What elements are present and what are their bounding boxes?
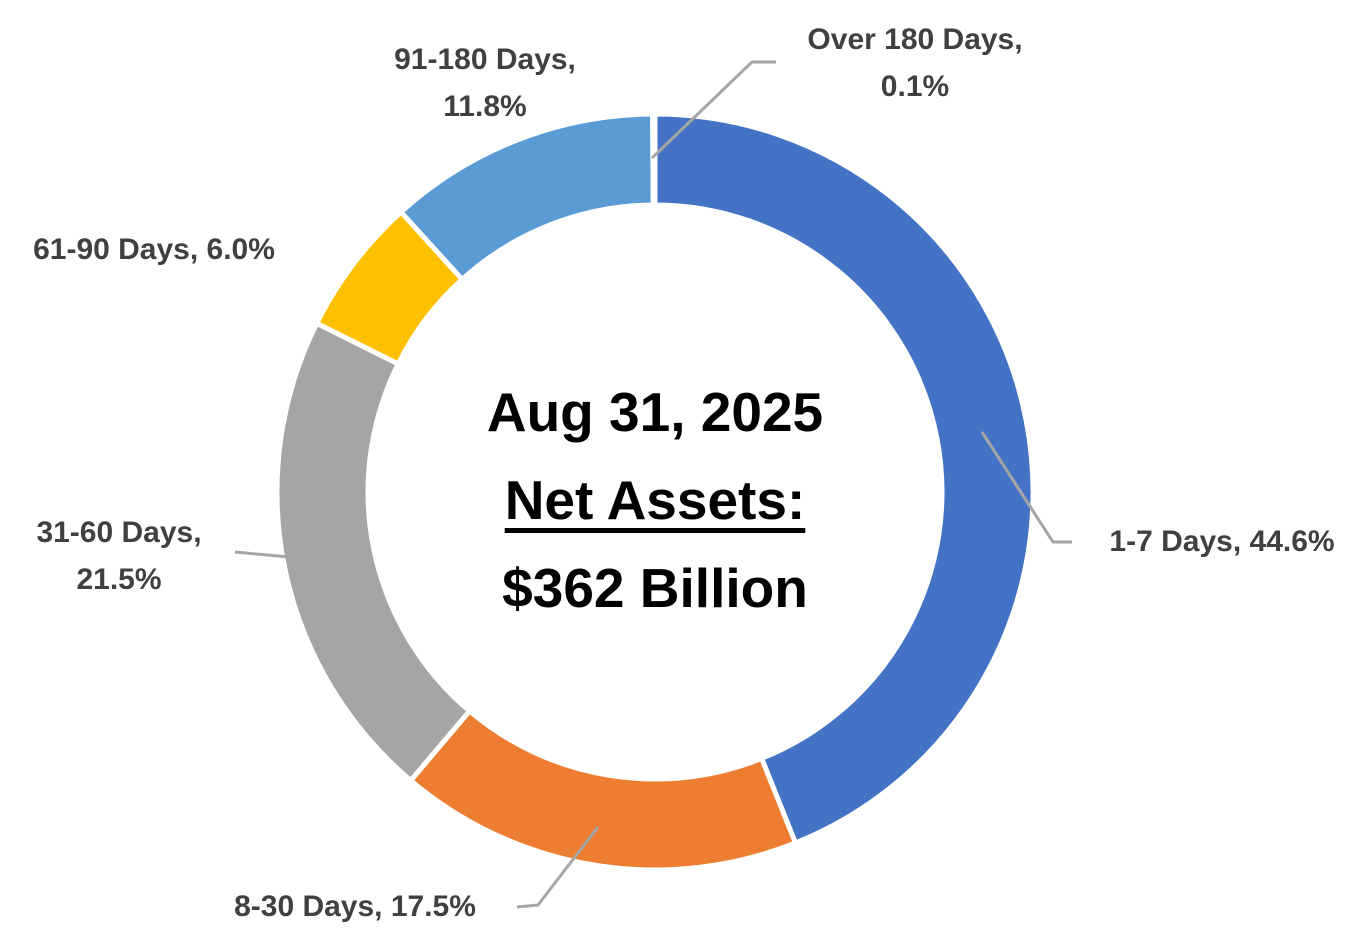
slice-label-91-180-days: 91-180 Days, 11.8%	[394, 43, 576, 123]
center-text: Aug 31, 2025 Net Assets: $362 Billion	[355, 368, 955, 632]
center-text-date: Aug 31, 2025	[486, 381, 824, 443]
leader-line-31-60-days	[234, 550, 321, 561]
slice-label-61-90-days: 61-90 Days, 6.0%	[33, 233, 275, 266]
leader-line-over-180-days	[650, 60, 776, 160]
center-text-net-assets: Net Assets:	[504, 469, 806, 531]
slice-label-8-30-days: 8-30 Days, 17.5%	[234, 890, 476, 923]
donut-slices-group	[274, 111, 1036, 873]
donut-slice-8-30-days	[407, 707, 799, 873]
leader-line-1-7-days	[980, 431, 1072, 544]
donut-slice-over-180-days	[650, 111, 658, 208]
leader-line-8-30-days	[516, 826, 600, 909]
donut-slice-91-180-days	[397, 111, 656, 283]
leader-lines-group	[234, 60, 1072, 909]
center-text-amount: $362 Billion	[502, 557, 808, 619]
donut-slice-1-7-days	[652, 111, 1036, 847]
slice-label-over-180-days: Over 180 Days, 0.1%	[807, 23, 1023, 103]
slice-label-1-7-days: 1-7 Days, 44.6%	[1109, 525, 1335, 558]
slice-label-31-60-days: 31-60 Days, 21.5%	[36, 516, 202, 596]
